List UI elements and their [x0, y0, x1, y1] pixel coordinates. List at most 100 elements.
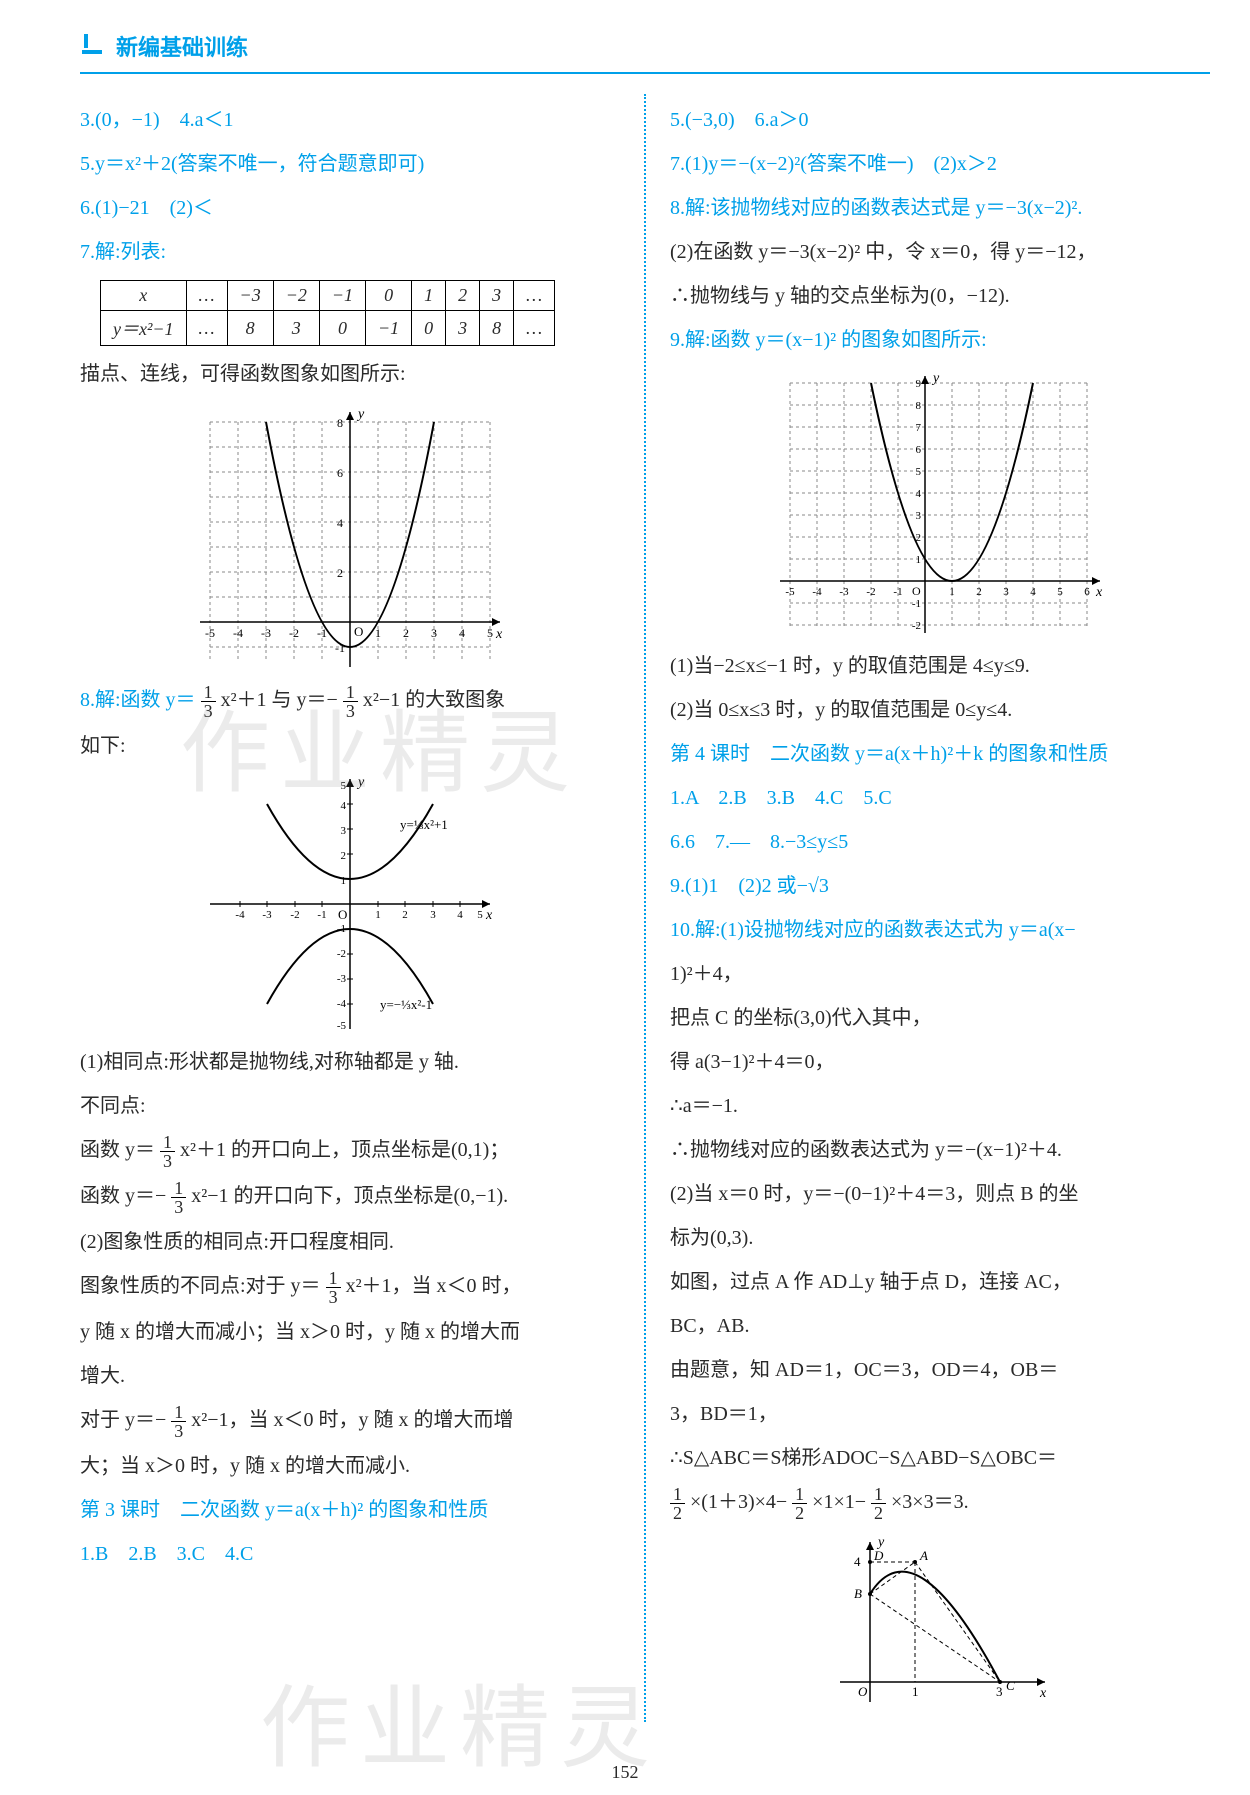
body-text: (2)当 0≤x≤3 时，y 的取值范围是 0≤y≤4.: [670, 692, 1210, 728]
td: 0: [412, 311, 446, 346]
page-header: 新编基础训练: [80, 30, 1210, 74]
body-text: ∴抛物线对应的函数表达式为 y＝−(x−1)²＋4.: [670, 1132, 1210, 1168]
svg-text:-3: -3: [839, 586, 849, 598]
td: −3: [227, 281, 273, 311]
svg-text:2: 2: [341, 850, 347, 862]
body-text: (2)在函数 y＝−3(x−2)² 中，令 x＝0，得 y＝−12，: [670, 234, 1210, 270]
svg-text:O: O: [354, 624, 363, 639]
svg-text:-1: -1: [912, 598, 921, 610]
svg-text:-3: -3: [337, 973, 347, 985]
td: 0: [366, 281, 412, 311]
svg-text:-1: -1: [893, 586, 902, 598]
svg-text:5: 5: [1057, 586, 1063, 598]
td: 8: [480, 311, 514, 346]
svg-text:C: C: [1006, 1678, 1015, 1693]
body-text: 把点 C 的坐标(3,0)代入其中，: [670, 1000, 1210, 1036]
body-text: ∴抛物线与 y 轴的交点坐标为(0，−12).: [670, 278, 1210, 314]
answer-text: 7.(1)y＝−(x−2)²(答案不唯一) (2)x＞2: [670, 153, 997, 175]
parabola-chart-2: x y O -4-3-2-1 12345 12345 -1-2-3-4-5: [200, 774, 500, 1034]
body-text: 增大.: [80, 1358, 620, 1394]
body-text: 图象性质的不同点:对于 y＝ 13 x²＋1，当 x＜0 时，: [80, 1268, 620, 1306]
svg-text:6: 6: [337, 466, 343, 480]
svg-text:-5: -5: [785, 586, 795, 598]
svg-text:3: 3: [430, 909, 436, 921]
svg-text:1: 1: [341, 875, 347, 887]
svg-text:2: 2: [337, 566, 343, 580]
body-text: (2)当 x＝0 时，y＝−(0−1)²＋4＝3，则点 B 的坐: [670, 1176, 1210, 1212]
svg-text:-1: -1: [317, 909, 326, 921]
section-title: 第 3 课时 二次函数 y＝a(x＋h)² 的图象和性质: [80, 1492, 620, 1528]
svg-text:y=⅓x²+1: y=⅓x²+1: [400, 817, 448, 832]
body-text: ∴a＝−1.: [670, 1088, 1210, 1124]
svg-text:1: 1: [949, 586, 955, 598]
svg-text:O: O: [858, 1684, 868, 1699]
triangle-chart: x y O B 4 D A C 1 3: [820, 1532, 1060, 1712]
td: 0: [319, 311, 365, 346]
svg-text:-4: -4: [337, 998, 347, 1010]
svg-text:x: x: [495, 627, 503, 642]
svg-text:x: x: [1039, 1686, 1047, 1701]
td: 3: [273, 311, 319, 346]
parabola-chart-3: x y O -5-4-3 -2-1 123 456 123 456 789 -1…: [770, 368, 1110, 638]
svg-text:5: 5: [487, 626, 493, 640]
column-divider: [644, 94, 646, 1722]
svg-text:-2: -2: [337, 948, 346, 960]
answer-text: 9.(1)1 (2)2 或−√3: [670, 875, 829, 897]
td: …: [514, 311, 555, 346]
svg-text:4: 4: [916, 488, 922, 500]
body-text: 如图，过点 A 作 AD⊥y 轴于点 D，连接 AC，: [670, 1264, 1210, 1300]
td: −1: [319, 281, 365, 311]
td: 3: [446, 311, 480, 346]
svg-text:D: D: [873, 1548, 884, 1563]
svg-text:3: 3: [996, 1684, 1003, 1699]
svg-text:-2: -2: [289, 626, 299, 640]
section-title: 第 4 课时 二次函数 y＝a(x＋h)²＋k 的图象和性质: [670, 736, 1210, 772]
svg-text:3: 3: [916, 510, 922, 522]
body-text: (1)当−2≤x≤−1 时，y 的取值范围是 4≤y≤9.: [670, 648, 1210, 684]
svg-text:5: 5: [477, 909, 483, 921]
svg-text:3: 3: [1003, 586, 1009, 598]
left-column: 3.(0，−1) 4.a＜1 5.y＝x²＋2(答案不唯一，符合题意即可) 6.…: [80, 94, 620, 1722]
answer-text: 7.解:列表:: [80, 241, 166, 263]
svg-text:O: O: [912, 584, 921, 598]
svg-text:y: y: [356, 407, 365, 422]
body-text: 12 ×(1＋3)×4− 12 ×1×1− 12 ×3×3＝3.: [670, 1484, 1210, 1522]
body-text: 大；当 x＞0 时，y 随 x 的增大而减小.: [80, 1448, 620, 1484]
answer-text: 1.A 2.B 3.B 4.C 5.C: [670, 787, 892, 809]
td: …: [186, 311, 227, 346]
body-text: 由题意，知 AD＝1，OC＝3，OD＝4，OB＝: [670, 1352, 1210, 1388]
answer-text: 6.6 7.— 8.−3≤y≤5: [670, 831, 848, 853]
body-text: 得 a(3−1)²＋4＝0，: [670, 1044, 1210, 1080]
right-column: 5.(−3,0) 6.a＞0 7.(1)y＝−(x−2)²(答案不唯一) (2)…: [670, 94, 1210, 1722]
answer-text: 3.(0，−1) 4.a＜1: [80, 109, 233, 131]
answer-text: 10.解:(1)设抛物线对应的函数表达式为 y＝a(x−: [670, 919, 1076, 941]
body-text: (2)图象性质的相同点:开口程度相同.: [80, 1224, 620, 1260]
th: y＝x²−1: [101, 311, 187, 346]
th: x: [101, 281, 187, 311]
svg-text:B: B: [854, 1586, 862, 1601]
td: −1: [366, 311, 412, 346]
svg-text:4: 4: [341, 800, 347, 812]
body-text: y 随 x 的增大而减小；当 x＞0 时，y 随 x 的增大而: [80, 1314, 620, 1350]
svg-text:-4: -4: [233, 626, 243, 640]
svg-text:4: 4: [1030, 586, 1036, 598]
svg-text:2: 2: [403, 626, 409, 640]
svg-text:8: 8: [337, 416, 343, 430]
td: 3: [480, 281, 514, 311]
svg-text:-3: -3: [261, 626, 271, 640]
svg-text:-2: -2: [866, 586, 875, 598]
svg-text:1: 1: [375, 909, 381, 921]
td: …: [186, 281, 227, 311]
svg-text:x: x: [485, 908, 493, 923]
svg-text:4: 4: [457, 909, 463, 921]
answer-text: 5.y＝x²＋2(答案不唯一，符合题意即可): [80, 153, 424, 175]
body-text: ∴S△ABC＝S梯形ADOC−S△ABD−S△OBC＝: [670, 1440, 1210, 1476]
svg-text:-4: -4: [235, 909, 245, 921]
svg-text:A: A: [919, 1548, 928, 1563]
svg-text:x: x: [1095, 585, 1103, 600]
answer-text: 6.(1)−21 (2)＜: [80, 197, 213, 219]
svg-text:6: 6: [1084, 586, 1090, 598]
td: 1: [412, 281, 446, 311]
svg-text:6: 6: [916, 444, 922, 456]
svg-text:9: 9: [916, 378, 922, 390]
